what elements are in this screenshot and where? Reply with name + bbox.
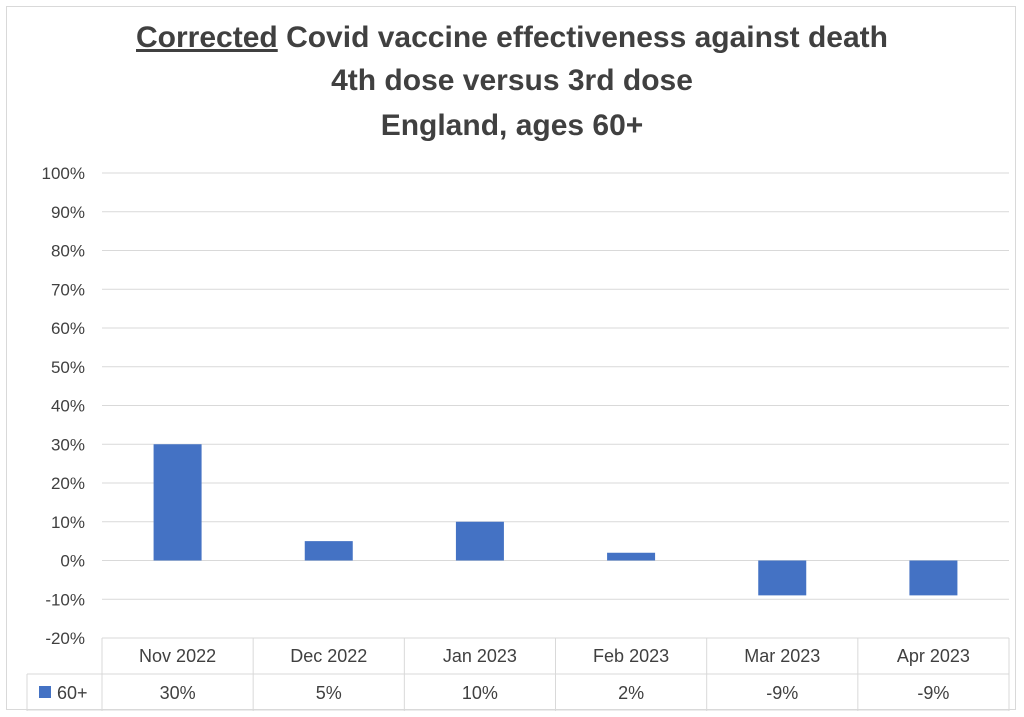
y-tick-label: 90%: [51, 203, 85, 222]
chart-title-line: England, ages 60+: [381, 109, 644, 142]
y-tick-label: 30%: [51, 435, 85, 454]
y-axis-ticks: -20% -10% 0% 10% 20% 30% 40% 50% 60% 70% 80% 90% 100…: [42, 164, 85, 648]
legend-series-name: 60+: [57, 683, 88, 703]
x-category-label: Mar 2023: [744, 646, 820, 666]
y-tick-label: 20%: [51, 474, 85, 493]
bar: [153, 444, 202, 561]
bars: [153, 444, 958, 596]
chart-frame: Corrected Covid vaccine effectiveness ag…: [6, 6, 1016, 711]
bar: [758, 560, 807, 596]
x-category-label: Apr 2023: [897, 646, 970, 666]
y-tick-label: 40%: [51, 397, 85, 416]
title-underlined-word: Corrected: [136, 21, 278, 54]
y-tick-label: 60%: [51, 319, 85, 338]
y-tick-label: 70%: [51, 280, 85, 299]
data-value-label: -9%: [917, 683, 949, 703]
x-category-label: Jan 2023: [443, 646, 517, 666]
chart-title-line: 4th dose versus 3rd dose: [331, 64, 693, 97]
y-tick-label: 80%: [51, 242, 85, 261]
bar-chart: Corrected Covid vaccine effectiveness ag…: [26, 21, 1010, 711]
y-tick-label: 10%: [51, 513, 85, 532]
title-text: England, ages 60+: [381, 109, 644, 142]
x-category-label: Nov 2022: [139, 646, 216, 666]
y-tick-label: 100%: [42, 164, 85, 183]
x-category-label: Feb 2023: [593, 646, 669, 666]
legend-swatch: [39, 686, 51, 698]
y-tick-label: -10%: [45, 590, 85, 609]
bar: [909, 560, 958, 596]
bar: [304, 541, 353, 561]
title-text: 4th dose versus 3rd dose: [331, 64, 693, 97]
data-value-label: 5%: [316, 683, 342, 703]
data-value-label: 30%: [160, 683, 196, 703]
data-table: Nov 2022 Dec 2022 Jan 2023 Feb 2023 Mar 2023…: [26, 637, 1010, 711]
y-tick-label: 0%: [60, 552, 85, 571]
gridlines: [102, 172, 1009, 639]
data-value-label: 10%: [462, 683, 498, 703]
y-tick-label: 50%: [51, 358, 85, 377]
data-value-label: 2%: [618, 683, 644, 703]
chart-title: Corrected Covid vaccine effectiveness ag…: [136, 21, 888, 142]
data-value-label: -9%: [766, 683, 798, 703]
bar: [607, 552, 656, 561]
chart-title-line: Corrected Covid vaccine effectiveness ag…: [136, 21, 888, 54]
y-tick-label: -20%: [45, 629, 85, 648]
bar: [455, 521, 504, 561]
title-text: Covid vaccine effectiveness against deat…: [278, 21, 888, 54]
x-category-label: Dec 2022: [290, 646, 367, 666]
